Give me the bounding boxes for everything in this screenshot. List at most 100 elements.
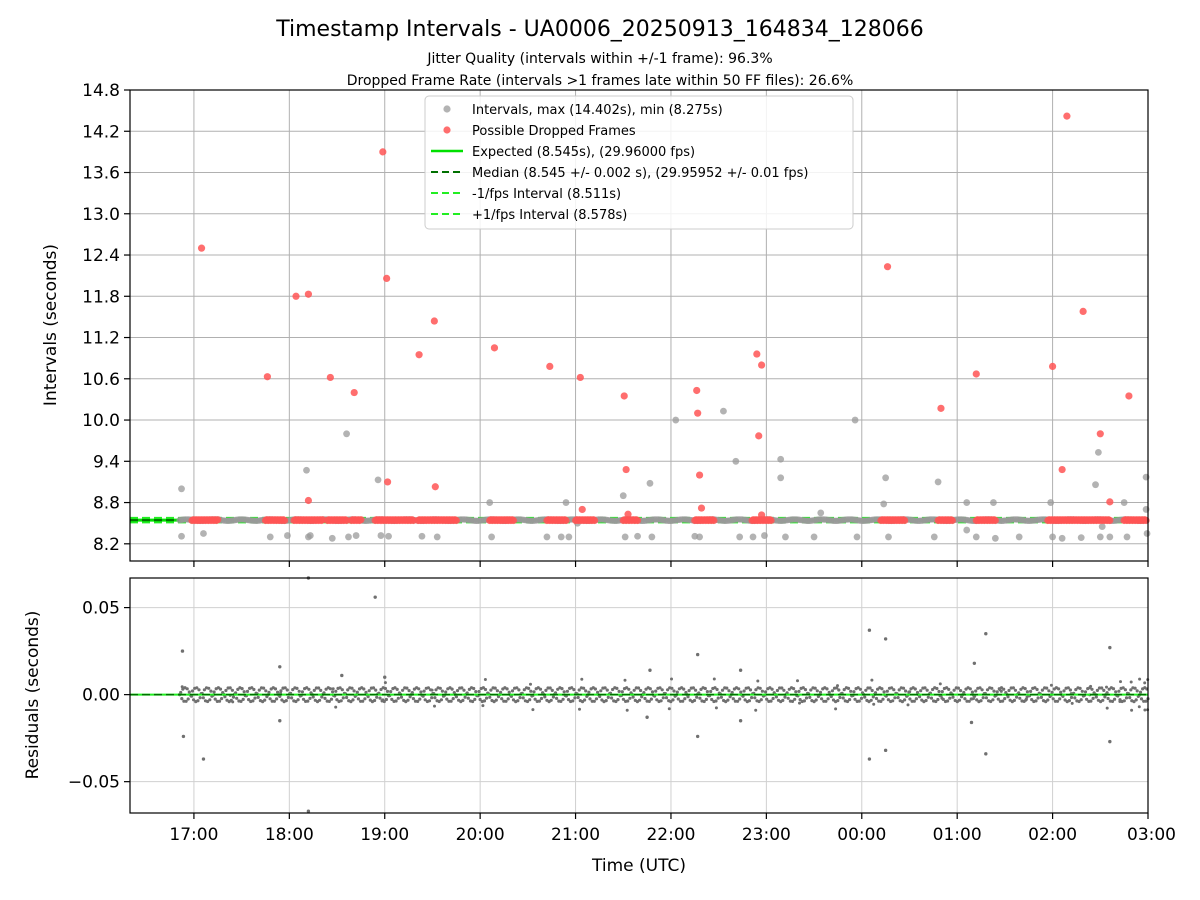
residual-point — [719, 695, 724, 699]
residual-point — [797, 689, 801, 694]
residual-point — [1012, 698, 1017, 703]
residual-point — [314, 686, 318, 690]
interval-point — [418, 532, 426, 540]
residual-point — [517, 688, 521, 692]
residual-point — [583, 698, 587, 702]
residual-point — [1105, 685, 1108, 689]
residual-point — [617, 689, 621, 694]
intervals-legend: Intervals, max (14.402s), min (8.275s) Po… — [424, 95, 854, 230]
residual-point — [239, 699, 243, 704]
x-tick-label: 02:00 — [1028, 825, 1077, 845]
residual-point — [808, 695, 812, 700]
residual-point — [1138, 690, 1143, 694]
interval-point — [178, 532, 185, 540]
residual-point — [720, 688, 725, 692]
residual-point — [548, 686, 552, 690]
residual-point — [836, 699, 840, 703]
residual-point — [444, 690, 448, 694]
residual-point — [929, 696, 934, 700]
residual-point — [750, 696, 754, 700]
residual-point — [968, 687, 972, 691]
residual-point — [478, 697, 482, 702]
residual-point — [218, 687, 223, 691]
residual-point — [834, 707, 838, 711]
dropped-frame-point — [562, 516, 570, 525]
residual-point — [716, 696, 720, 700]
x-tick-label: 21:00 — [551, 825, 600, 845]
residual-point — [527, 686, 531, 691]
residual-point — [422, 689, 426, 693]
residual-point — [764, 690, 768, 694]
residual-point — [594, 697, 599, 701]
residual-point — [378, 696, 382, 700]
residual-point — [739, 690, 743, 694]
interval-point — [328, 534, 336, 542]
residual-point — [694, 688, 698, 692]
residual-point — [245, 689, 250, 694]
residual-point — [507, 690, 511, 694]
residual-point — [838, 695, 842, 700]
interval-point — [972, 533, 980, 541]
residual-point — [934, 699, 938, 704]
residual-point — [228, 686, 232, 690]
residual-point — [1111, 687, 1116, 691]
residual-point — [531, 708, 535, 712]
residual-point — [705, 690, 710, 694]
residual-point — [247, 698, 251, 702]
residual-point — [331, 690, 335, 694]
residual-point — [671, 698, 675, 702]
residual-point — [549, 698, 553, 702]
y-tick-label: 11.8 — [82, 287, 120, 307]
dropped-frame-point — [1106, 516, 1114, 525]
residual-point — [230, 688, 234, 692]
chart-subtitle-dropped: Dropped Frame Rate (intervals >1 frames … — [347, 73, 854, 89]
interval-point — [1096, 533, 1104, 541]
residual-point — [1025, 690, 1029, 694]
y-tick-label: 11.2 — [82, 329, 120, 349]
residual-point — [742, 689, 746, 693]
residual-point — [798, 698, 802, 702]
residual-point — [796, 679, 799, 683]
interval-point — [266, 533, 274, 541]
residual-point — [703, 686, 707, 691]
residual-point — [1143, 708, 1147, 712]
residual-point — [923, 686, 927, 690]
residual-point — [1035, 687, 1039, 692]
residual-point — [510, 689, 515, 693]
residual-point — [870, 688, 874, 693]
residual-point — [826, 697, 830, 701]
interval-point — [178, 485, 185, 493]
residual-point — [323, 696, 327, 701]
residual-point — [522, 688, 526, 692]
residual-point — [250, 686, 254, 690]
residual-point — [220, 697, 224, 701]
residual-point — [481, 686, 485, 690]
residual-point — [913, 687, 917, 691]
residual-point — [625, 708, 629, 712]
residual-point — [437, 699, 441, 704]
residual-point — [892, 688, 896, 692]
interval-point — [634, 532, 641, 540]
residual-point — [1101, 698, 1105, 702]
dropped-frame-point — [1063, 112, 1071, 120]
residuals-plot-frame — [129, 577, 1149, 814]
residual-point — [196, 699, 200, 703]
residual-point — [967, 699, 971, 703]
residual-point — [267, 690, 271, 695]
residual-point — [198, 696, 202, 700]
y-tick-label: 14.2 — [82, 122, 120, 142]
residual-point — [529, 682, 532, 686]
residual-point — [477, 689, 481, 694]
residual-point — [206, 699, 210, 704]
residual-point — [632, 688, 636, 692]
dropped-frame-point — [1125, 392, 1133, 400]
y-tick-label: 9.4 — [93, 452, 120, 472]
residual-point — [759, 698, 763, 702]
residual-point — [906, 703, 910, 707]
residual-point — [695, 695, 699, 699]
residual-point — [615, 686, 619, 691]
residual-point — [931, 687, 935, 692]
residual-point — [285, 688, 289, 692]
residual-point — [361, 699, 365, 703]
